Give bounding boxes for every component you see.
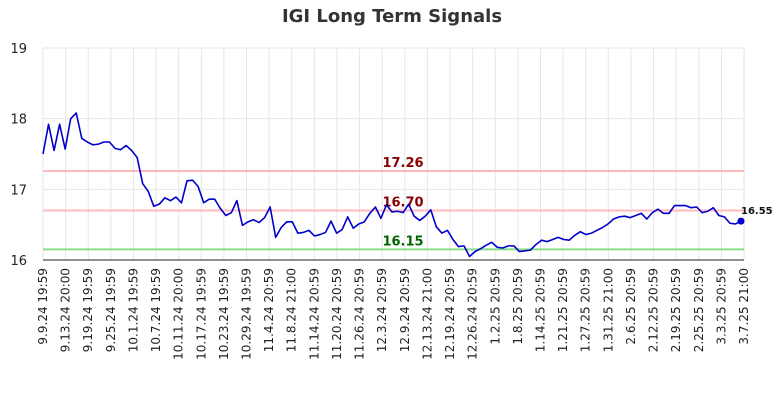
x-tick-label: 10.29.24 19:59 [240, 268, 254, 360]
y-tick-label: 17 [10, 183, 27, 198]
x-tick-label: 11.20.24 20:59 [330, 268, 344, 360]
x-tick-label: 10.7.24 19:59 [149, 268, 163, 352]
x-tick-label: 11.26.24 20:59 [353, 268, 367, 360]
last-point-marker [737, 217, 745, 225]
x-tick-label: 2.6.25 20:59 [624, 268, 638, 345]
x-tick-label: 9.19.24 19:59 [81, 268, 95, 352]
x-tick-label: 1.14.25 20:59 [533, 268, 547, 352]
x-tick-label: 12.19.24 20:59 [443, 268, 457, 360]
x-tick-label: 9.13.24 20:00 [59, 268, 73, 352]
x-tick-label: 11.14.24 20:59 [307, 268, 321, 360]
chart-title: IGI Long Term Signals [281, 6, 503, 27]
x-tick-label: 9.25.24 19:59 [104, 268, 118, 352]
x-tick-label: 1.27.25 20:59 [579, 268, 593, 352]
x-tick-label: 12.9.24 20:59 [398, 268, 412, 352]
x-tick-label: 1.2.25 20:59 [488, 268, 502, 345]
last-value-label: 16.55 [741, 206, 773, 217]
x-tick-label: 1.21.25 20:59 [556, 268, 570, 352]
y-tick-label: 16 [10, 254, 27, 269]
x-tick-label: 3.3.25 20:59 [714, 268, 728, 345]
x-tick-label: 10.17.24 19:59 [194, 268, 208, 360]
x-tick-label: 2.25.25 20:59 [692, 268, 706, 352]
x-tick-label: 10.23.24 19:59 [217, 268, 231, 360]
x-tick-label: 12.3.24 20:59 [375, 268, 389, 352]
x-tick-label: 12.13.24 21:00 [420, 268, 434, 360]
x-tick-label: 2.12.25 20:59 [647, 268, 661, 352]
x-tick-label: 10.11.24 20:00 [172, 268, 186, 360]
series-line [42, 112, 742, 258]
x-tick-label: 11.4.24 20:59 [262, 268, 276, 352]
x-tick-label: 10.1.24 19:59 [126, 268, 140, 352]
x-tick-label: 1.31.25 21:00 [601, 268, 615, 352]
x-tick-label: 12.26.24 20:59 [466, 268, 480, 360]
reference-line-label: 16.15 [382, 234, 423, 249]
reference-line-label: 17.26 [382, 156, 423, 171]
x-tick-label: 2.19.25 20:59 [669, 268, 683, 352]
x-tick-label: 11.8.24 21:00 [285, 268, 299, 352]
x-tick-label: 9.9.24 19:59 [36, 268, 50, 345]
x-tick-label: 1.8.25 20:59 [511, 268, 525, 345]
reference-line-label: 16.70 [382, 196, 423, 211]
y-tick-label: 18 [10, 113, 27, 128]
y-tick-label: 19 [10, 42, 27, 57]
x-tick-label: 3.7.25 21:00 [737, 268, 751, 345]
